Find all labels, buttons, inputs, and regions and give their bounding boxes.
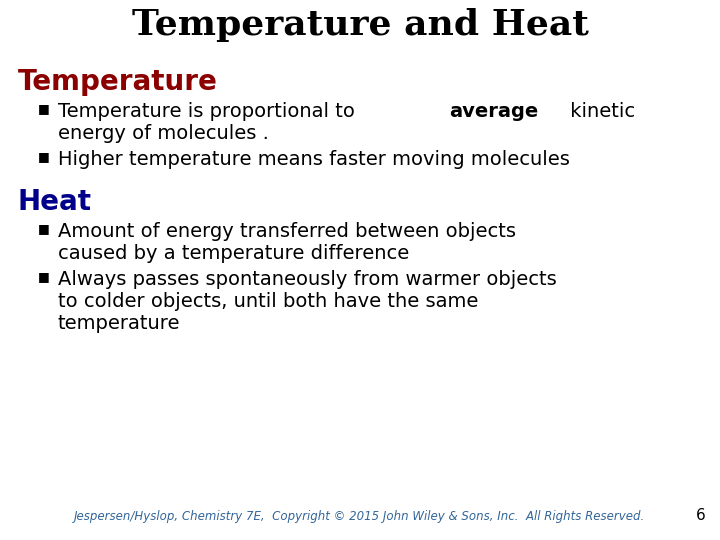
- Text: Temperature and Heat: Temperature and Heat: [132, 8, 588, 42]
- Text: to colder objects, until both have the same: to colder objects, until both have the s…: [58, 292, 478, 311]
- Text: Higher temperature means faster moving molecules: Higher temperature means faster moving m…: [58, 150, 570, 169]
- Text: ■: ■: [38, 150, 50, 163]
- Text: caused by a temperature difference: caused by a temperature difference: [58, 244, 409, 263]
- Text: Always passes spontaneously from warmer objects: Always passes spontaneously from warmer …: [58, 270, 557, 289]
- Text: Temperature is proportional to: Temperature is proportional to: [58, 102, 361, 121]
- Text: Temperature: Temperature: [18, 68, 218, 96]
- Text: average: average: [449, 102, 539, 121]
- Text: ■: ■: [38, 102, 50, 115]
- Text: energy of molecules .: energy of molecules .: [58, 124, 269, 143]
- Text: ■: ■: [38, 270, 50, 283]
- Text: Heat: Heat: [18, 188, 92, 216]
- Text: Amount of energy transferred between objects: Amount of energy transferred between obj…: [58, 222, 516, 241]
- Text: Jespersen/Hyslop, Chemistry 7E,  Copyright © 2015 John Wiley & Sons, Inc.  All R: Jespersen/Hyslop, Chemistry 7E, Copyrigh…: [74, 510, 646, 523]
- Text: 6: 6: [696, 508, 706, 523]
- Text: kinetic: kinetic: [564, 102, 636, 121]
- Text: temperature: temperature: [58, 314, 181, 333]
- Text: ■: ■: [38, 222, 50, 235]
